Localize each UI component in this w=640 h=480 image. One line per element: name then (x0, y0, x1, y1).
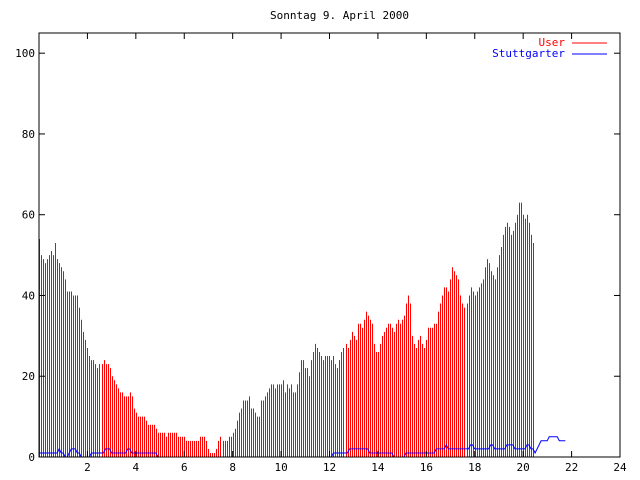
chart-title: Sonntag 9. April 2000 (270, 9, 409, 22)
series-user (39, 202, 534, 457)
y-tick-label: 100 (15, 47, 35, 60)
x-tick-label: 12 (323, 461, 336, 474)
x-tick-label: 8 (229, 461, 236, 474)
x-axis: 2 4 6 8 10 12 14 16 18 20 22 24 (84, 33, 627, 474)
x-tick-label: 24 (613, 461, 627, 474)
y-tick-label: 80 (22, 128, 35, 141)
y-axis: 0 20 40 60 80 100 (15, 47, 620, 464)
series-stuttgarter-line (39, 436, 566, 458)
x-tick-label: 10 (274, 461, 287, 474)
y-tick-label: 40 (22, 289, 35, 302)
x-tick-label: 2 (84, 461, 91, 474)
x-tick-label: 14 (371, 461, 385, 474)
x-tick-label: 16 (420, 461, 433, 474)
legend: User Stuttgarter (492, 36, 607, 60)
y-tick-label: 0 (28, 451, 35, 464)
legend-label-user: User (539, 36, 566, 49)
x-tick-label: 4 (133, 461, 140, 474)
x-tick-label: 18 (468, 461, 481, 474)
y-tick-label: 20 (22, 370, 35, 383)
legend-label-stuttgarter: Stuttgarter (492, 47, 565, 60)
x-tick-label: 22 (565, 461, 578, 474)
x-tick-label: 20 (517, 461, 530, 474)
x-tick-label: 6 (181, 461, 188, 474)
y-tick-label: 60 (22, 209, 35, 222)
